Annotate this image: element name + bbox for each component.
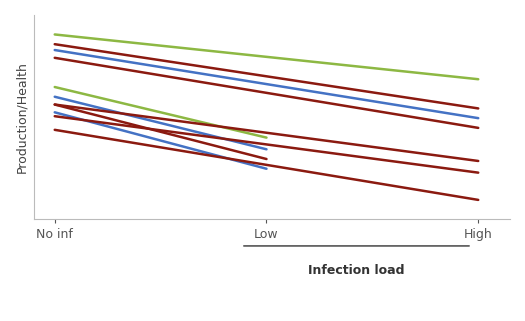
Y-axis label: Production/Health: Production/Health — [15, 61, 28, 173]
Text: Infection load: Infection load — [308, 264, 405, 277]
